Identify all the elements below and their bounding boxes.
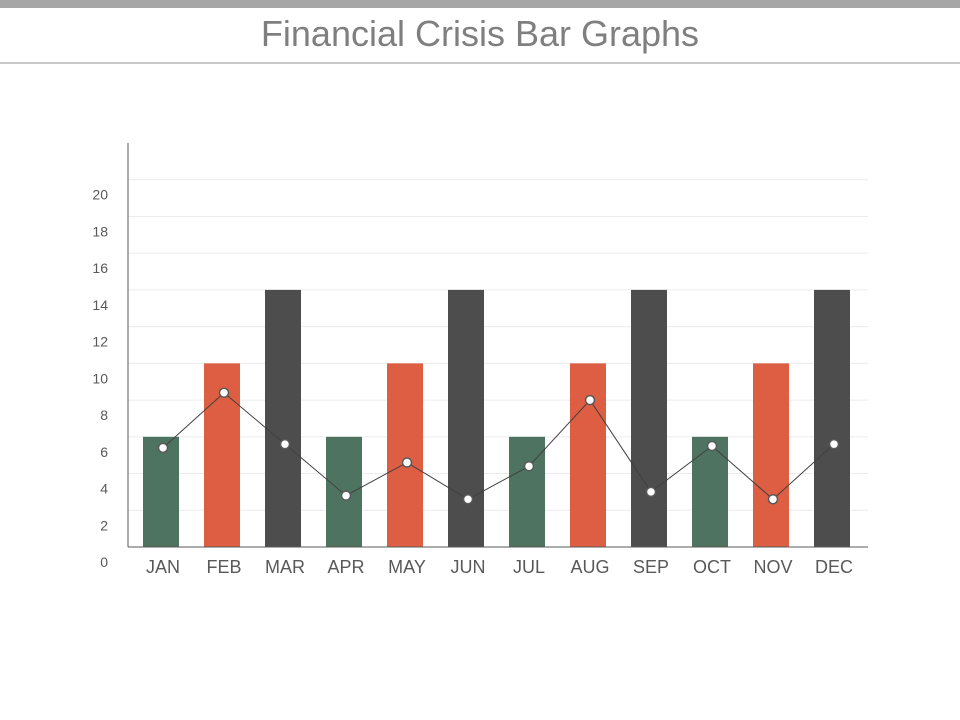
x-tick-label: MAR — [265, 557, 305, 577]
y-tick-label: 6 — [100, 444, 108, 460]
x-tick-label: FEB — [206, 557, 241, 577]
x-tick-label: MAY — [388, 557, 426, 577]
trend-point-jul — [523, 460, 535, 472]
trend-point-nov — [767, 494, 779, 505]
bar-dec — [814, 289, 850, 547]
trend-point-jan — [157, 442, 169, 454]
bar-oct — [692, 436, 728, 547]
trend-point-mar — [279, 438, 291, 450]
y-tick-label: 0 — [100, 554, 108, 570]
bar-may — [387, 363, 423, 547]
x-tick-label: JUN — [451, 557, 486, 577]
x-tick-label: NOV — [753, 557, 792, 577]
trend-point-aug — [584, 394, 596, 406]
x-tick-label: JAN — [146, 557, 180, 577]
bars — [143, 289, 850, 547]
trend-line-path — [162, 392, 835, 500]
bar-jun — [448, 289, 484, 547]
x-tick-label: APR — [327, 557, 364, 577]
bar-nov — [753, 363, 789, 547]
trend-point-sep — [645, 486, 657, 498]
x-tick-label: JUL — [513, 557, 545, 577]
y-tick-label: 10 — [92, 370, 108, 386]
x-tick-label: OCT — [693, 557, 731, 577]
y-axis-ticks: 0 2 4 6 8 10 12 14 16 18 20 — [92, 187, 108, 570]
top-accent-bar — [0, 0, 960, 8]
x-axis-ticks: JAN FEB MAR APR MAY JUN JUL AUG SEP OCT NOV DEC — [146, 557, 853, 577]
y-tick-label: 14 — [92, 297, 108, 313]
page-title: Financial Crisis Bar Graphs — [260, 13, 700, 54]
trend-point-apr — [340, 490, 352, 501]
trend-point-feb — [218, 387, 230, 398]
bar-mar — [265, 289, 301, 547]
y-tick-label: 20 — [92, 187, 108, 203]
y-tick-label: 18 — [92, 223, 108, 239]
bar-jan — [143, 436, 179, 547]
bar-sep — [631, 289, 667, 547]
grid-lines — [128, 179, 868, 511]
trend-line — [157, 387, 840, 505]
y-tick-label: 4 — [100, 481, 108, 497]
bar-jul — [509, 436, 545, 547]
trend-point-oct — [706, 440, 718, 452]
y-tick-label: 16 — [92, 260, 108, 276]
y-tick-label: 8 — [100, 407, 108, 423]
axes — [127, 143, 868, 548]
x-tick-label: AUG — [570, 557, 609, 577]
x-tick-label: SEP — [633, 557, 669, 577]
y-tick-label: 2 — [100, 517, 108, 533]
y-tick-label: 12 — [92, 334, 108, 350]
trend-point-jun — [462, 494, 474, 505]
x-tick-label: DEC — [815, 557, 853, 577]
bar-aug — [570, 363, 606, 547]
trend-point-dec — [828, 438, 840, 450]
trend-point-may — [401, 457, 413, 468]
title-divider — [0, 62, 960, 64]
